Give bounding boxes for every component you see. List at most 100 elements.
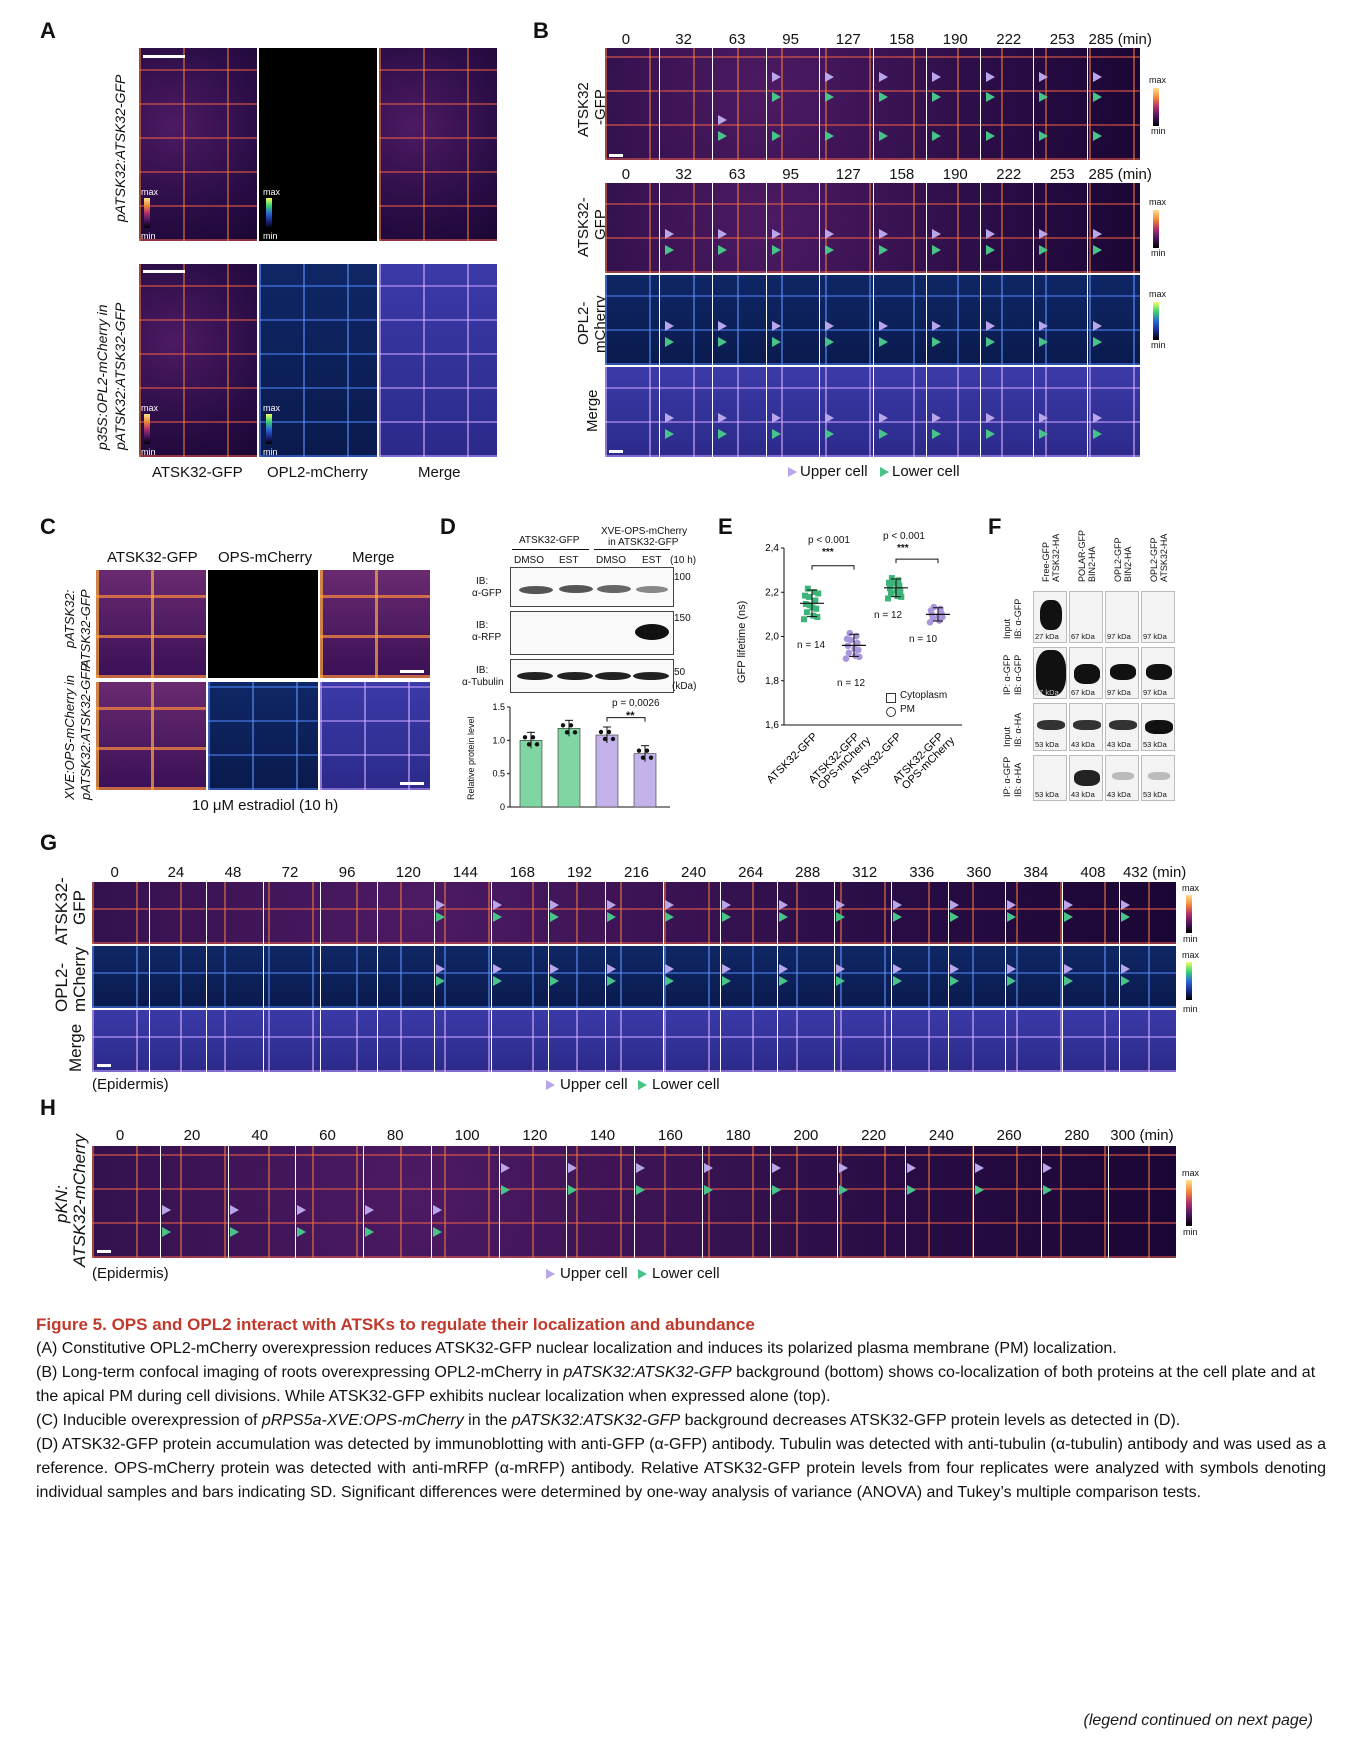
upper-cell-arrow (835, 900, 845, 910)
upper-cell-arrow (365, 1205, 374, 1215)
upper-cell-arrow (1063, 964, 1073, 974)
lower-cell-arrow (825, 131, 834, 141)
panel-f-column-label: BIN2-HA (1087, 546, 1097, 582)
upper-cell-arrow (1092, 72, 1102, 82)
upper-cell-arrow (1006, 900, 1016, 910)
frame-divider (377, 882, 379, 1072)
colorbar-min-label: min (1151, 126, 1166, 136)
panel-f-blot-cell: 53 kDa (1033, 755, 1067, 801)
y-tick-label: 2,4 (765, 543, 779, 554)
lower-cell-arrow (1042, 1185, 1052, 1195)
time-label: 24 (167, 864, 185, 881)
colorbar-cool (266, 198, 272, 228)
time-label: 280 (1064, 1127, 1090, 1144)
upper-cell-arrow (703, 1163, 713, 1173)
lower-cell-arrow (839, 1185, 849, 1195)
time-label: 288 (795, 864, 821, 881)
lower-cell-arrow (985, 429, 995, 439)
lower-cell-arrow (1063, 976, 1073, 986)
panel-f-column-label: OPL2-GFP (1149, 537, 1159, 582)
lower-cell-arrow (778, 912, 788, 922)
upper-cell-arrow (721, 900, 731, 910)
frame-divider (491, 882, 493, 1072)
scale-bar (143, 55, 185, 58)
panel-b-row4-label: Merge (584, 389, 601, 432)
upper-cell-arrow (721, 964, 731, 974)
y-tick-label: 0 (500, 802, 505, 812)
sample-dot (534, 742, 540, 747)
upper-cell-arrow (664, 321, 674, 331)
frame-divider (1061, 882, 1063, 1072)
scale-bar (97, 1250, 111, 1253)
sample-dot (640, 755, 646, 760)
panel-f-blot-cell: 97 kDa (1105, 647, 1139, 699)
time-label: 20 (183, 1127, 201, 1144)
upper-cell-arrow (1092, 229, 1102, 239)
lower-cell-arrow (892, 976, 902, 986)
legend-lower-cell: Lower cell (652, 1265, 720, 1282)
lower-cell-arrow (568, 1185, 578, 1195)
legend-pm-marker (886, 707, 896, 717)
time-label: 312 (852, 864, 878, 881)
panel-b-row1-label-a: ATSK32 (575, 82, 592, 137)
frame-divider (926, 48, 927, 160)
lower-cell-arrow (1092, 131, 1102, 141)
y-tick-label: 1.5 (492, 702, 505, 712)
y-tick-label: 2,2 (765, 587, 779, 598)
time-label: 253 (1049, 31, 1075, 48)
lower-cell-arrow (771, 429, 781, 439)
frame-divider (662, 882, 664, 1072)
colorbar-fire (1153, 210, 1159, 248)
lower-cell-arrow (1092, 429, 1102, 439)
panel-b-row2-label-a: ATSK32- (575, 197, 592, 257)
upper-cell-arrow (974, 1163, 984, 1173)
significance-bracket (895, 558, 939, 564)
legend-upper-cell-marker (788, 467, 797, 477)
lower-cell-arrow (771, 131, 781, 141)
lower-cell-arrow (1039, 245, 1048, 255)
data-point (801, 616, 807, 623)
time-label: 300 (min) (1110, 1127, 1174, 1144)
lower-cell-arrow (1092, 92, 1102, 102)
legend-upper-cell: Upper cell (560, 1265, 628, 1282)
data-point (812, 597, 819, 604)
data-point (896, 582, 903, 589)
time-label: 127 (835, 31, 861, 48)
panel-c-col1-label: ATSK32-GFP (107, 549, 198, 566)
colorbar-cool (1153, 302, 1159, 340)
upper-cell-arrow (718, 413, 727, 423)
colorbar-min-label: min (1151, 340, 1166, 350)
panel-f-blot-cell: 27 kDa (1033, 591, 1067, 643)
upper-cell-arrow (835, 964, 845, 974)
upper-cell-arrow (500, 1163, 510, 1173)
panel-f-row-label: IB: α-GFP (1013, 598, 1023, 639)
upper-cell-arrow (839, 1163, 849, 1173)
upper-cell-arrow (1120, 900, 1130, 910)
scale-bar (609, 154, 623, 157)
panel-a-col3-label: Merge (418, 464, 461, 481)
y-tick-label: 1.0 (492, 735, 505, 745)
colorbar-min-label: min (1183, 934, 1198, 944)
panel-d-lane-3: DMSO (596, 555, 626, 566)
panel-e-n-2: n = 12 (837, 678, 866, 689)
lower-cell-arrow (718, 337, 727, 347)
frame-divider (434, 882, 436, 1072)
upper-cell-arrow (878, 229, 888, 239)
panel-b-row3-label-a: OPL2- (575, 301, 592, 345)
sample-dot (648, 755, 654, 760)
legend-lower-cell-marker (880, 467, 889, 477)
data-point (813, 605, 820, 612)
frame-divider (905, 1146, 906, 1258)
data-point (814, 614, 821, 621)
caption-a: (A) Constitutive OPL2-mCherry overexpres… (36, 1340, 1117, 1357)
frame-divider (926, 183, 927, 457)
time-label: 200 (793, 1127, 819, 1144)
panel-d-bar-chart: 1.5 1.0 0.5 0 (492, 702, 670, 812)
lower-cell-arrow (825, 245, 834, 255)
lower-cell-arrow (1063, 912, 1073, 922)
lower-cell-arrow (985, 131, 995, 141)
frame-divider (498, 1146, 500, 1258)
time-label: 285 (min) (1088, 31, 1152, 48)
panel-g-row2-label-b: mCherry (70, 946, 89, 1012)
time-label: 63 (728, 166, 746, 183)
